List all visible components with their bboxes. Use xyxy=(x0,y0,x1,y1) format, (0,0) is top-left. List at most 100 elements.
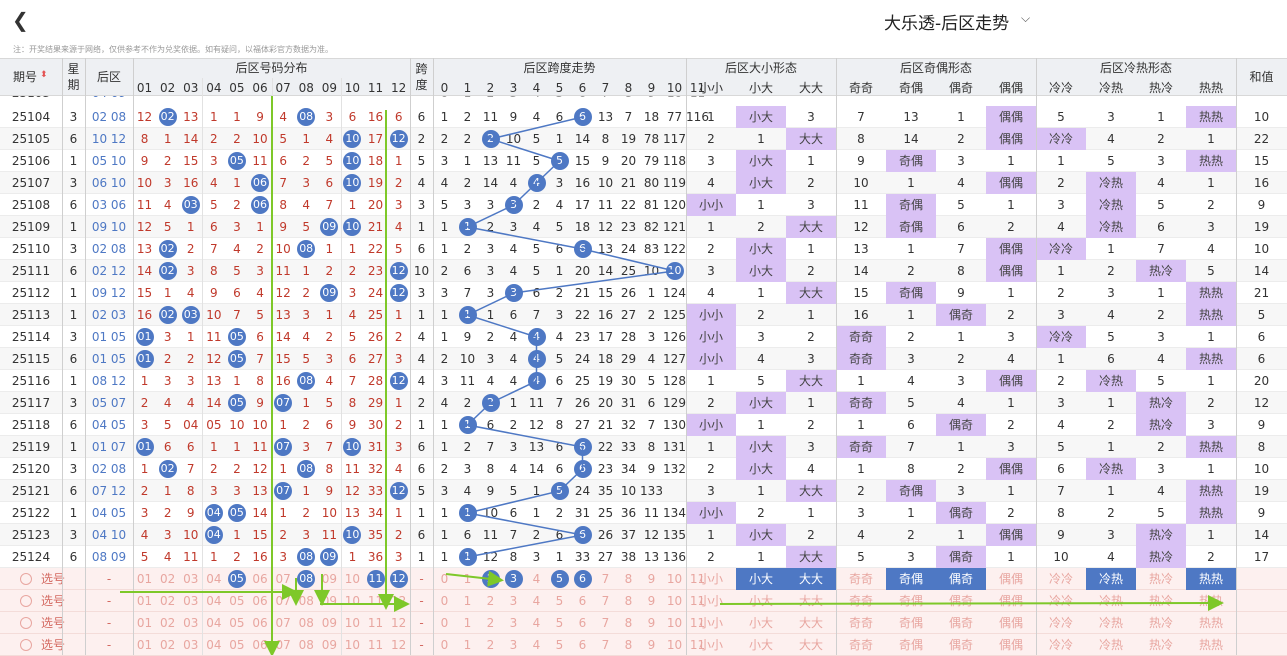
select-number[interactable]: 04 xyxy=(206,638,222,652)
select-number[interactable]: 10 xyxy=(344,616,361,630)
select-hc[interactable]: 冷冷 xyxy=(1048,638,1073,652)
select-span-number[interactable]: 3 xyxy=(509,638,518,652)
select-span-number[interactable]: 1 xyxy=(463,572,472,586)
select-span-number[interactable]: 10 xyxy=(666,616,683,630)
select-size[interactable]: 大大 xyxy=(798,616,823,630)
select-number-ball[interactable]: 08 xyxy=(297,570,316,588)
select-span-number[interactable]: 1 xyxy=(463,616,472,630)
select-oe[interactable]: 偶奇 xyxy=(936,568,986,590)
select-number[interactable]: 07 xyxy=(275,638,291,652)
select-span-number[interactable]: 3 xyxy=(509,594,518,608)
select-hc[interactable]: 冷热 xyxy=(1098,638,1123,652)
select-number[interactable]: 05 xyxy=(229,638,245,652)
select-span-number[interactable]: 4 xyxy=(532,638,541,652)
select-hc[interactable]: 热冷 xyxy=(1148,616,1173,630)
select-number[interactable]: 06 xyxy=(252,616,268,630)
select-hc[interactable]: 热冷 xyxy=(1148,594,1173,608)
select-number[interactable]: 02 xyxy=(160,572,176,586)
select-number[interactable]: 01 xyxy=(136,594,153,608)
select-hc[interactable]: 冷冷 xyxy=(1048,594,1073,608)
select-number[interactable]: 07 xyxy=(275,616,291,630)
select-oe[interactable]: 偶偶 xyxy=(998,638,1023,652)
select-oe[interactable]: 奇奇 xyxy=(848,572,873,586)
select-span-number[interactable]: 7 xyxy=(601,638,610,652)
select-size[interactable]: 小小 xyxy=(698,638,723,652)
select-span-number[interactable]: 0 xyxy=(440,616,449,630)
select-span-number[interactable]: 10 xyxy=(666,594,683,608)
select-number[interactable]: 08 xyxy=(298,638,314,652)
select-oe[interactable]: 奇奇 xyxy=(848,638,873,652)
select-number[interactable]: 01 xyxy=(136,638,153,652)
select-number[interactable]: 11 xyxy=(367,616,384,630)
select-hc[interactable]: 热热 xyxy=(1198,594,1223,608)
select-span-number[interactable]: 6 xyxy=(578,616,587,630)
select-span-ball[interactable]: 2 xyxy=(481,570,500,588)
select-label[interactable]: 选号 xyxy=(40,594,65,608)
select-size[interactable]: 小小 xyxy=(698,594,723,608)
select-number[interactable]: 06 xyxy=(252,594,268,608)
select-hc[interactable]: 热热 xyxy=(1198,638,1223,652)
select-span-number[interactable]: 4 xyxy=(532,572,541,586)
select-span-number[interactable]: 7 xyxy=(601,616,610,630)
select-size[interactable]: 小大 xyxy=(736,568,786,590)
select-size[interactable]: 大大 xyxy=(798,638,823,652)
select-span-number[interactable]: 4 xyxy=(532,594,541,608)
select-number[interactable]: 03 xyxy=(183,572,199,586)
select-size[interactable]: 大大 xyxy=(786,568,836,590)
select-oe[interactable]: 偶奇 xyxy=(948,638,973,652)
select-span-number[interactable]: 7 xyxy=(601,594,610,608)
select-label[interactable]: 选号 xyxy=(40,638,65,652)
select-span-number[interactable]: 10 xyxy=(666,572,683,586)
sort-icon[interactable]: ⬍ xyxy=(40,70,48,80)
select-number[interactable]: 12 xyxy=(391,594,407,608)
select-number[interactable]: 09 xyxy=(321,616,337,630)
select-radio[interactable] xyxy=(20,573,32,585)
select-span-number[interactable]: 8 xyxy=(624,594,633,608)
select-span-number[interactable]: 2 xyxy=(486,616,495,630)
select-span-number[interactable]: 11 xyxy=(689,594,706,608)
select-number[interactable]: 11 xyxy=(367,638,384,652)
select-number[interactable]: 06 xyxy=(252,572,268,586)
select-span-number[interactable]: 8 xyxy=(624,616,633,630)
select-number-ball[interactable]: 05 xyxy=(227,570,246,588)
select-span-number[interactable]: 10 xyxy=(666,638,683,652)
select-radio[interactable] xyxy=(20,639,32,651)
select-number[interactable]: 01 xyxy=(136,572,153,586)
select-span-number[interactable]: 6 xyxy=(578,638,587,652)
select-number[interactable]: 05 xyxy=(229,594,245,608)
select-span-number[interactable]: 11 xyxy=(689,572,706,586)
select-number[interactable]: 10 xyxy=(344,594,361,608)
select-number[interactable]: 10 xyxy=(344,638,361,652)
select-number[interactable]: 12 xyxy=(391,638,407,652)
select-span-ball[interactable]: 6 xyxy=(573,570,592,588)
select-size[interactable]: 小大 xyxy=(748,616,773,630)
select-number[interactable]: 02 xyxy=(160,638,176,652)
select-number[interactable]: 07 xyxy=(275,594,291,608)
select-span-number[interactable]: 2 xyxy=(486,594,495,608)
select-span-number[interactable]: 7 xyxy=(601,572,610,586)
select-oe[interactable]: 偶偶 xyxy=(998,572,1023,586)
select-hc[interactable]: 冷冷 xyxy=(1048,572,1073,586)
select-span-ball[interactable]: 5 xyxy=(550,570,569,588)
select-number-ball[interactable]: 11 xyxy=(366,570,385,588)
select-number[interactable]: 02 xyxy=(160,594,176,608)
page-title[interactable]: 大乐透-后区走势 xyxy=(884,14,1010,34)
select-radio[interactable] xyxy=(20,595,32,607)
select-span-number[interactable]: 5 xyxy=(555,616,564,630)
select-span-number[interactable]: 9 xyxy=(647,638,656,652)
select-span-ball[interactable]: 3 xyxy=(504,570,523,588)
select-number-ball[interactable]: 12 xyxy=(389,570,408,588)
select-oe[interactable]: 奇偶 xyxy=(898,616,923,630)
select-number[interactable]: 10 xyxy=(344,572,361,586)
select-hc[interactable]: 热冷 xyxy=(1148,572,1173,586)
select-span-number[interactable]: 0 xyxy=(440,594,449,608)
select-number[interactable]: 09 xyxy=(321,572,337,586)
select-size[interactable]: 小大 xyxy=(748,638,773,652)
select-span-number[interactable]: 6 xyxy=(578,594,587,608)
select-number[interactable]: 08 xyxy=(298,594,314,608)
select-label[interactable]: 选号 xyxy=(40,616,65,630)
select-number[interactable]: 09 xyxy=(321,638,337,652)
select-span-number[interactable]: 9 xyxy=(647,572,656,586)
select-hc[interactable]: 冷热 xyxy=(1086,568,1136,590)
select-label[interactable]: 选号 xyxy=(40,572,65,586)
